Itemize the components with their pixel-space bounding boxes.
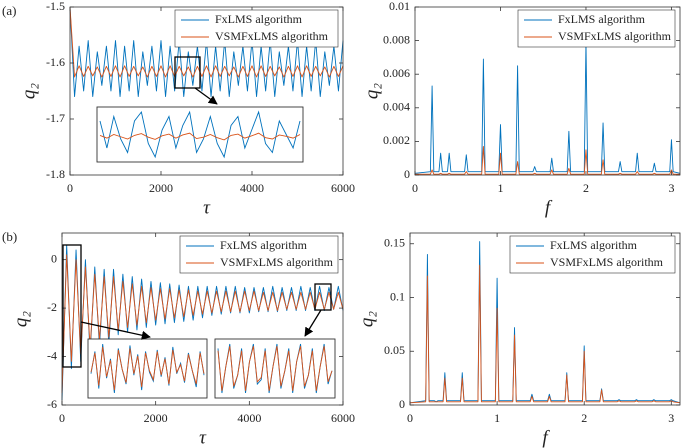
inset-box [214, 338, 336, 399]
legend-label: VSMFxLMS algorithm [550, 255, 664, 269]
axes-frame [69, 6, 344, 176]
legend-label: FxLMS algorithm [550, 238, 638, 252]
y-axis-label: q₂ [361, 83, 382, 100]
series-line [409, 241, 681, 404]
legend-label: VSMFxLMS algorithm [220, 255, 334, 269]
legend-label: FxLMS algorithm [558, 12, 646, 26]
y-tick-label: 0.15 [384, 236, 405, 250]
x-tick-label: 0 [59, 411, 65, 425]
zoom-box [174, 56, 201, 89]
inset-line [99, 110, 301, 159]
zoom-arrow [194, 87, 218, 105]
panel-label: (a) [2, 3, 16, 18]
inset-line [90, 346, 205, 391]
legend-label: FxLMS algorithm [220, 238, 308, 252]
x-tick-label: 4000 [237, 411, 261, 425]
inset-line [217, 346, 333, 391]
y-tick-label: -1.5 [46, 0, 65, 13]
legend-box [509, 235, 676, 274]
x-tick-label: 6000 [331, 411, 355, 425]
x-tick-label: 3 [668, 411, 674, 425]
y-tick-label: 0.01 [389, 0, 410, 13]
x-axis-label: f [545, 197, 553, 218]
series-line [409, 264, 681, 404]
inset-line [99, 132, 301, 141]
legend-box [174, 9, 339, 48]
legend-label: FxLMS algorithm [215, 12, 303, 26]
x-tick-label: 2000 [149, 181, 173, 195]
y-tick-label: -1.8 [46, 167, 65, 181]
zoom-arrow [80, 321, 151, 340]
y-axis-label: q₂ [18, 83, 39, 100]
x-tick-label: 0 [67, 181, 73, 195]
x-tick-label: 3 [668, 181, 674, 195]
x-tick-label: 6000 [331, 181, 355, 195]
x-tick-label: 2 [581, 411, 587, 425]
axes-frame [61, 232, 344, 406]
legend-label: VSMFxLMS algorithm [215, 29, 329, 43]
legend-box [517, 9, 676, 48]
y-tick-label: -4 [47, 348, 57, 362]
axes-frame [414, 6, 681, 176]
series-line [414, 41, 681, 174]
y-tick-label: 0.006 [383, 66, 410, 80]
y-tick-label: 0 [404, 167, 410, 181]
y-axis-label: q₂ [10, 311, 31, 328]
y-tick-label: 0.004 [383, 100, 410, 114]
zoom-arrow [304, 309, 322, 337]
y-axis-label: q₂ [356, 311, 377, 328]
x-tick-label: 0 [412, 181, 418, 195]
y-tick-label: -1.7 [46, 111, 65, 125]
zoom-box [62, 244, 82, 368]
y-tick-label: 0 [399, 397, 405, 411]
inset-box [87, 338, 208, 399]
x-axis-label: τ [199, 427, 207, 448]
y-tick-label: 0 [51, 251, 57, 265]
x-tick-label: 1 [494, 411, 500, 425]
y-tick-label: 0.002 [383, 133, 410, 147]
x-axis-label: f [542, 427, 550, 448]
inset-box [96, 106, 304, 163]
zoom-box [314, 283, 332, 311]
x-axis-label: τ [203, 197, 211, 218]
panel-label: (b) [2, 229, 17, 244]
legend-label: VSMFxLMS algorithm [558, 29, 672, 43]
y-tick-label: -2 [47, 300, 57, 314]
legend-box [179, 235, 339, 274]
x-tick-label: 4000 [240, 181, 264, 195]
y-tick-label: 0.1 [390, 289, 405, 303]
x-tick-label: 0 [407, 411, 413, 425]
zoom-annotations [62, 56, 332, 368]
x-tick-label: 2 [583, 181, 589, 195]
series-line [415, 145, 680, 175]
y-tick-label: 0.008 [383, 32, 410, 46]
series-line [61, 254, 344, 393]
x-tick-label: 2000 [144, 411, 168, 425]
y-tick-label: -6 [47, 397, 57, 411]
axes-frame [409, 232, 681, 406]
x-tick-label: 1 [497, 181, 503, 195]
y-tick-label: 0.05 [384, 343, 405, 357]
y-tick-label: -1.6 [46, 55, 65, 69]
series-line [69, 6, 344, 78]
